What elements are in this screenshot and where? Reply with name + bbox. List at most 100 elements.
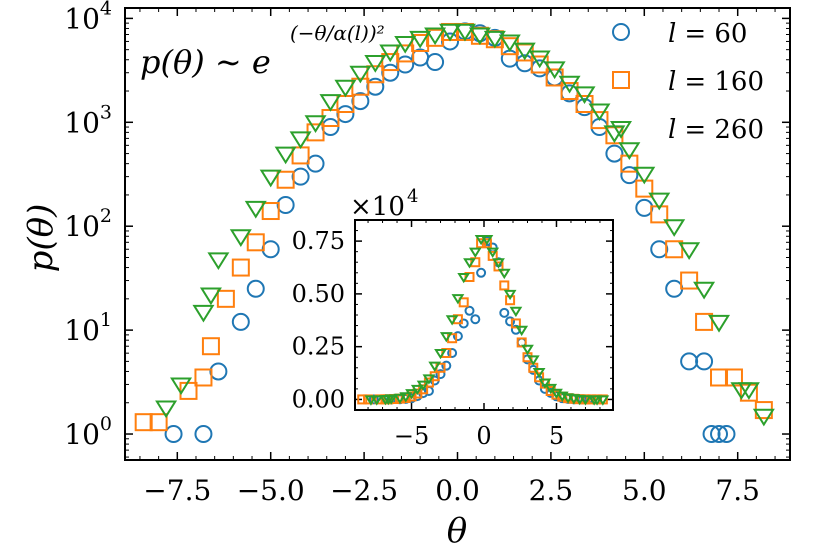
inset-data-point: [481, 238, 492, 249]
data-point: [349, 65, 372, 84]
inset-data-point: [393, 393, 407, 405]
x-tick-label: −7.5: [143, 474, 211, 507]
data-point: [680, 352, 699, 371]
data-point: [426, 28, 445, 47]
data-point: [620, 154, 639, 173]
legend-marker-circle: [612, 23, 630, 41]
inset-y-tick-label: 0.75: [292, 227, 345, 255]
data-point: [336, 105, 355, 124]
x-tick-label: 2.5: [529, 474, 574, 507]
inset-data-point: [410, 384, 424, 396]
inset-data-point: [492, 258, 505, 269]
y-axis-label: p(θ): [21, 204, 61, 273]
inset-data-point: [370, 395, 384, 406]
data-point: [702, 425, 721, 444]
inset-data-point: [445, 315, 459, 326]
x-tick-label: −5.0: [237, 474, 305, 507]
inset-data-point: [474, 235, 488, 246]
x-axis-label: θ: [447, 511, 467, 551]
data-point: [633, 166, 656, 185]
inset-data-point: [505, 295, 516, 306]
legend: l = 60 l = 160 l = 260: [610, 19, 764, 145]
data-point: [590, 111, 609, 130]
inset-data-point: [534, 372, 545, 383]
x-tick-label: −2.5: [330, 474, 398, 507]
inset-data-point: [428, 361, 442, 372]
data-point: [334, 79, 357, 98]
data-point: [396, 44, 415, 63]
inset-data-point: [516, 337, 527, 348]
inset-data-point: [457, 273, 471, 284]
inset-data-point: [505, 316, 516, 327]
data-point: [216, 289, 235, 308]
inset-data-point: [434, 349, 447, 360]
inset-y-tick-label: 0.00: [292, 385, 345, 413]
data-point: [394, 35, 417, 54]
data-point: [453, 23, 476, 42]
inset-x-tick-label: 0: [476, 422, 491, 450]
formula-lhs: p(θ) ∼ e: [140, 43, 271, 81]
legend-label: l = 160: [668, 67, 764, 97]
data-point: [708, 314, 731, 333]
data-point: [351, 77, 370, 96]
data-point: [409, 30, 432, 49]
inset-data-point: [439, 332, 453, 343]
inset-data-point: [499, 280, 510, 291]
data-point: [439, 23, 462, 42]
inset-data-point: [399, 392, 413, 403]
inset-data-point: [384, 394, 398, 405]
data-point: [650, 205, 669, 224]
inset-data-point: [510, 318, 521, 329]
data-point: [261, 240, 280, 259]
inset-data-point: [476, 238, 487, 249]
data-point: [276, 170, 295, 189]
data-point: [483, 30, 506, 49]
inset-data-point: [416, 380, 430, 391]
inset-data-point: [509, 306, 523, 318]
inset-data-point: [493, 261, 504, 272]
data-point: [194, 368, 213, 387]
data-point: [695, 312, 714, 331]
inset-data-point: [596, 395, 610, 406]
legend-marker-square: [612, 71, 630, 89]
inset-x-tick-label: −5: [394, 422, 429, 450]
data-point: [231, 258, 250, 277]
legend-marker-triangle-down: [610, 121, 632, 139]
data-point: [246, 279, 265, 298]
data-point: [319, 94, 342, 112]
data-point: [379, 44, 402, 63]
inset-data-point: [364, 395, 378, 406]
inset-y-tick-label: 0.25: [292, 333, 345, 361]
data-point: [381, 63, 400, 82]
data-point: [351, 92, 370, 111]
data-point: [194, 425, 213, 444]
inset-data-point: [480, 235, 494, 246]
data-point: [201, 337, 220, 356]
data-point: [620, 166, 639, 185]
inset-data-point: [452, 331, 463, 342]
main-axis-ticks: −7.5 −5.0 −2.5 0.0 2.5 5.0 7.5 100 101 102 103 104: [64, 0, 790, 507]
data-point: [618, 142, 641, 160]
inset-axis-ticks: −5 0 5 0.00 0.25 0.50 0.75: [292, 220, 613, 450]
data-point: [695, 352, 714, 371]
data-point: [665, 240, 684, 259]
data-point: [244, 200, 267, 219]
inset-data-point: [515, 325, 529, 337]
inset-data-point: [499, 307, 510, 318]
x-tick-label: 0.0: [435, 474, 480, 507]
data-point: [528, 50, 551, 69]
inset-data-point: [357, 394, 368, 405]
data-point: [468, 27, 491, 46]
inset-data-point: [476, 267, 487, 278]
data-point: [680, 271, 699, 290]
inset-plot-area: [354, 219, 614, 411]
data-point: [717, 425, 736, 444]
data-point: [441, 32, 460, 51]
inset-data-point: [503, 289, 517, 301]
formula-annotation: p(θ) ∼ e (−θ/α(l))²: [140, 21, 385, 81]
inset-data-point: [451, 294, 465, 305]
inset-data-marks: [357, 235, 610, 406]
legend-label: l = 60: [668, 19, 747, 49]
inset-data-point: [470, 314, 481, 325]
